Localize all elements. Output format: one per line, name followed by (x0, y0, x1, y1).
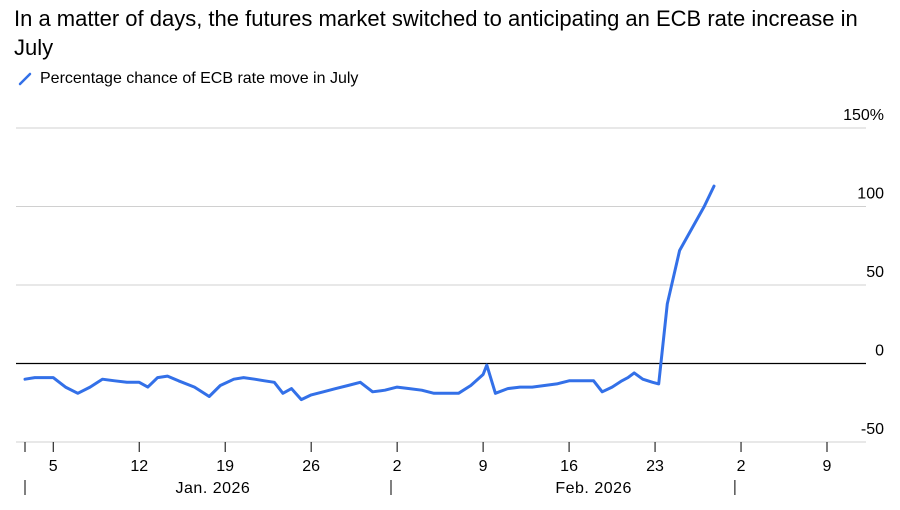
x-tick-label: 26 (302, 458, 320, 475)
series-line (23, 184, 716, 402)
x-tick-label: 2 (393, 458, 402, 475)
x-tick-label: 19 (216, 458, 234, 475)
x-tick-label: 12 (130, 458, 148, 475)
legend-label: Percentage chance of ECB rate move in Ju… (40, 70, 359, 87)
y-tick-label: 150% (843, 107, 884, 124)
legend: Percentage chance of ECB rate move in Ju… (18, 70, 358, 88)
x-tick-label: 23 (646, 458, 664, 475)
y-tick-label: 50 (866, 264, 884, 281)
x-tick-label: 16 (560, 458, 578, 475)
y-tick-label: -50 (861, 421, 884, 438)
x-tick-label: 9 (479, 458, 488, 475)
x-tick-label: 9 (823, 458, 832, 475)
month-label: Jan. 2026 (176, 480, 251, 497)
month-label: Feb. 2026 (555, 480, 632, 497)
chart-title: In a matter of days, the futures market … (14, 6, 858, 60)
y-tick-label: 100 (857, 186, 884, 203)
x-tick-label: 2 (737, 458, 746, 475)
legend-line-icon (18, 72, 32, 86)
x-tick-label: 5 (49, 458, 58, 475)
y-tick-label: 0 (875, 343, 884, 360)
